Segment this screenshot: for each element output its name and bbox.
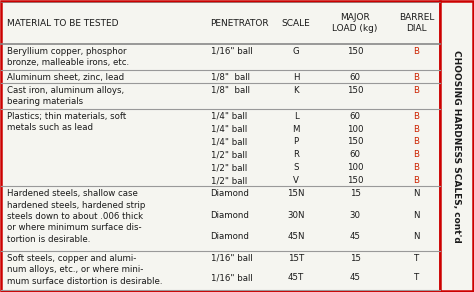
Text: 100: 100 [347,125,364,133]
Text: R: R [293,150,299,159]
Text: T: T [414,273,419,282]
Text: 45: 45 [350,232,361,241]
Text: bronze, malleable irons, etc.: bronze, malleable irons, etc. [7,58,129,67]
Text: B: B [414,47,419,56]
Text: Soft steels, copper and alumi-: Soft steels, copper and alumi- [7,254,137,263]
Text: V: V [293,176,299,185]
Text: 1/4" ball: 1/4" ball [210,125,247,133]
Text: B: B [414,138,419,147]
Text: 1/16" ball: 1/16" ball [210,254,252,263]
Text: 1/16" ball: 1/16" ball [210,47,252,56]
Text: MATERIAL TO BE TESTED: MATERIAL TO BE TESTED [7,19,119,27]
Text: B: B [414,112,419,121]
Text: B: B [414,86,419,95]
Text: 1/2" ball: 1/2" ball [210,163,247,172]
Text: N: N [413,232,420,241]
Text: 150: 150 [347,138,364,147]
Text: 1/8"  ball: 1/8" ball [210,86,249,95]
Text: Cast iron, aluminum alloys,: Cast iron, aluminum alloys, [7,86,125,95]
Text: 30: 30 [350,211,361,220]
Text: 60: 60 [350,73,361,82]
Text: 60: 60 [350,112,361,121]
Text: 1/2" ball: 1/2" ball [210,150,247,159]
Text: num alloys, etc., or where mini-: num alloys, etc., or where mini- [7,265,144,274]
Text: 1/4" ball: 1/4" ball [210,138,247,147]
Text: BARREL
DIAL: BARREL DIAL [399,13,434,33]
Text: 1/8"  ball: 1/8" ball [210,73,249,82]
Text: M: M [292,125,300,133]
Text: Plastics; thin materials, soft: Plastics; thin materials, soft [7,112,127,121]
Text: 100: 100 [347,163,364,172]
Text: Aluminum sheet, zinc, lead: Aluminum sheet, zinc, lead [7,73,125,82]
Text: Hardened steels, shallow case: Hardened steels, shallow case [7,189,138,198]
Text: 15N: 15N [287,189,305,198]
Text: Diamond: Diamond [210,189,249,198]
Text: 45T: 45T [288,273,304,282]
Text: T: T [414,254,419,263]
Text: bearing materials: bearing materials [7,97,83,106]
Text: 1/4" ball: 1/4" ball [210,112,247,121]
Text: Beryllium copper, phosphor: Beryllium copper, phosphor [7,47,127,56]
Text: PENETRATOR: PENETRATOR [210,19,269,27]
Text: tortion is desirable.: tortion is desirable. [7,235,91,244]
Text: 1/2" ball: 1/2" ball [210,176,247,185]
Text: MAJOR
LOAD (kg): MAJOR LOAD (kg) [332,13,378,33]
Text: S: S [293,163,299,172]
Text: N: N [413,211,420,220]
Text: N: N [413,189,420,198]
Text: 15: 15 [350,254,361,263]
Text: B: B [414,73,419,82]
Text: 30N: 30N [287,211,305,220]
Text: mum surface distortion is desirable.: mum surface distortion is desirable. [7,277,163,286]
Text: B: B [414,150,419,159]
Text: 1/16" ball: 1/16" ball [210,273,252,282]
Text: metals such as lead: metals such as lead [7,123,93,132]
Text: 60: 60 [350,150,361,159]
Text: hardened steels, hardened strip: hardened steels, hardened strip [7,201,146,210]
Text: 15: 15 [350,189,361,198]
Text: 150: 150 [347,176,364,185]
Text: P: P [293,138,299,147]
Text: B: B [414,125,419,133]
Text: CHOOSING HARDNESS SCALES, cont'd: CHOOSING HARDNESS SCALES, cont'd [452,50,461,242]
Text: H: H [293,73,299,82]
Text: or where minimum surface dis-: or where minimum surface dis- [7,223,142,232]
Text: steels down to about .006 thick: steels down to about .006 thick [7,212,144,221]
Text: Diamond: Diamond [210,211,249,220]
Text: 150: 150 [347,47,364,56]
Text: L: L [294,112,299,121]
Text: B: B [414,176,419,185]
Bar [440,1,474,291]
Text: SCALE: SCALE [282,19,310,27]
Text: B: B [414,163,419,172]
Text: G: G [293,47,300,56]
Text: Diamond: Diamond [210,232,249,241]
Text: 45N: 45N [287,232,305,241]
Text: 150: 150 [347,86,364,95]
Text: 45: 45 [350,273,361,282]
Text: K: K [293,86,299,95]
Text: 15T: 15T [288,254,304,263]
